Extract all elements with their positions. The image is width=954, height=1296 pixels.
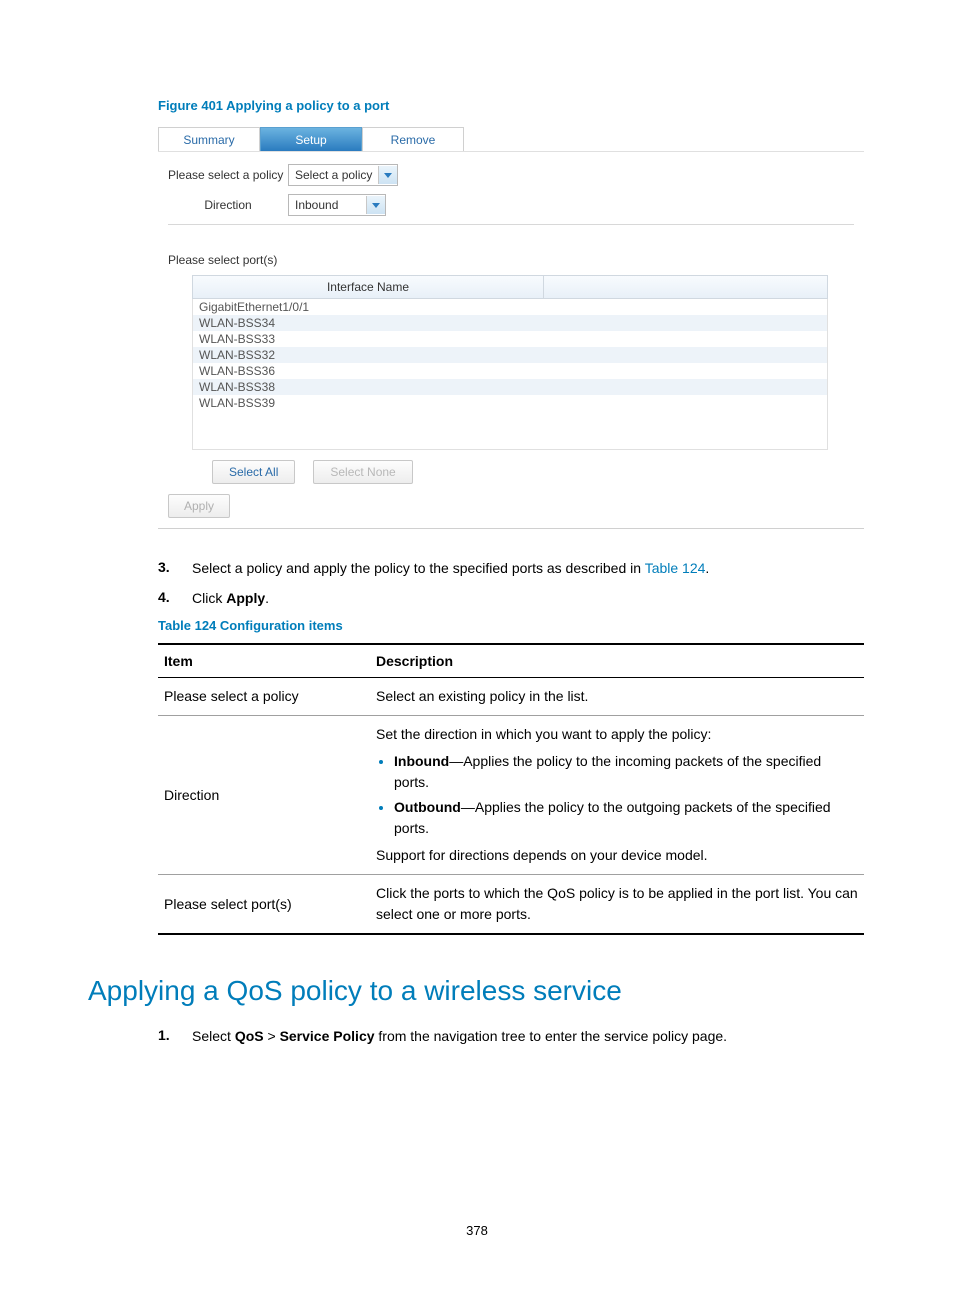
port-row[interactable]: WLAN-BSS32	[193, 347, 827, 363]
direction-select-value: Inbound	[289, 198, 344, 212]
step-text: Select a policy and apply the policy to …	[192, 559, 864, 579]
list-item: Outbound—Applies the policy to the outgo…	[394, 797, 858, 839]
port-row[interactable]: WLAN-BSS36	[193, 363, 827, 379]
cell-desc: Set the direction in which you want to a…	[370, 716, 864, 875]
section-heading: Applying a QoS policy to a wireless serv…	[88, 975, 864, 1007]
port-table-header: Interface Name	[192, 275, 828, 299]
port-row[interactable]: GigabitEthernet1/0/1	[193, 299, 827, 315]
step4-text-a: Click	[192, 590, 226, 606]
th-item: Item	[158, 644, 370, 678]
form-area: Please select a policy Select a policy D…	[158, 152, 864, 241]
inbound-rest: —Applies the policy to the incoming pack…	[394, 753, 821, 790]
tab-row: Summary Setup Remove	[158, 127, 864, 152]
ports-label: Please select port(s)	[168, 253, 864, 267]
list-item: Inbound—Applies the policy to the incomi…	[394, 751, 858, 793]
apply-button[interactable]: Apply	[168, 494, 230, 518]
config-table: Item Description Please select a policy …	[158, 643, 864, 935]
sstep-pre: Select	[192, 1028, 235, 1044]
step-number: 3.	[158, 559, 192, 579]
step-1: 1. Select QoS > Service Policy from the …	[158, 1027, 864, 1047]
policy-select[interactable]: Select a policy	[288, 164, 398, 186]
chevron-down-icon	[366, 196, 385, 214]
cell-item: Direction	[158, 716, 370, 875]
step-3: 3. Select a policy and apply the policy …	[158, 559, 864, 579]
direction-list: Inbound—Applies the policy to the incomi…	[376, 751, 858, 839]
port-table-body: GigabitEthernet1/0/1 WLAN-BSS34 WLAN-BSS…	[192, 299, 828, 450]
table-124-link[interactable]: Table 124	[645, 560, 706, 576]
interface-name-header: Interface Name	[193, 276, 544, 298]
inbound-bold: Inbound	[394, 753, 449, 769]
row2-intro: Set the direction in which you want to a…	[376, 724, 858, 745]
select-all-button[interactable]: Select All	[212, 460, 295, 484]
row2-note: Support for directions depends on your d…	[376, 845, 858, 866]
step-text: Select QoS > Service Policy from the nav…	[192, 1027, 864, 1047]
step-text: Click Apply.	[192, 589, 864, 609]
select-none-button[interactable]: Select None	[313, 460, 412, 484]
step4-text-b: .	[265, 590, 269, 606]
cell-item: Please select port(s)	[158, 875, 370, 935]
port-row[interactable]: WLAN-BSS33	[193, 331, 827, 347]
figure-caption: Figure 401 Applying a policy to a port	[158, 98, 864, 113]
steps: 3. Select a policy and apply the policy …	[158, 559, 864, 608]
port-row[interactable]: WLAN-BSS39	[193, 395, 827, 411]
step3-text-b: .	[705, 560, 709, 576]
outbound-bold: Outbound	[394, 799, 461, 815]
port-row[interactable]: WLAN-BSS34	[193, 315, 827, 331]
direction-select[interactable]: Inbound	[288, 194, 386, 216]
divider	[168, 224, 854, 225]
port-row[interactable]: WLAN-BSS38	[193, 379, 827, 395]
table-row: Please select port(s) Click the ports to…	[158, 875, 864, 935]
tab-summary[interactable]: Summary	[158, 127, 260, 151]
step4-bold: Apply	[226, 590, 265, 606]
tab-remove[interactable]: Remove	[362, 127, 464, 151]
page-number: 378	[0, 1223, 954, 1238]
th-description: Description	[370, 644, 864, 678]
step-4: 4. Click Apply.	[158, 589, 864, 609]
port-table: Interface Name GigabitEthernet1/0/1 WLAN…	[192, 275, 828, 450]
direction-label: Direction	[168, 198, 288, 212]
step-number: 4.	[158, 589, 192, 609]
table-caption: Table 124 Configuration items	[158, 618, 864, 633]
chevron-down-icon	[378, 166, 397, 184]
sstep-b1: QoS	[235, 1028, 264, 1044]
port-buttons: Select All Select None	[212, 460, 864, 484]
cell-item: Please select a policy	[158, 678, 370, 716]
policy-label: Please select a policy	[168, 168, 288, 182]
sstep-b2: Service Policy	[280, 1028, 375, 1044]
policy-select-value: Select a policy	[289, 168, 378, 182]
tab-setup[interactable]: Setup	[260, 127, 362, 151]
table-row: Please select a policy Select an existin…	[158, 678, 864, 716]
section-steps: 1. Select QoS > Service Policy from the …	[158, 1027, 864, 1047]
cell-desc: Select an existing policy in the list.	[370, 678, 864, 716]
step-number: 1.	[158, 1027, 192, 1047]
step3-text-a: Select a policy and apply the policy to …	[192, 560, 645, 576]
screenshot-panel: Summary Setup Remove Please select a pol…	[158, 127, 864, 529]
cell-desc: Click the ports to which the QoS policy …	[370, 875, 864, 935]
sstep-gt: >	[264, 1028, 280, 1044]
table-row: Direction Set the direction in which you…	[158, 716, 864, 875]
sstep-post: from the navigation tree to enter the se…	[375, 1028, 728, 1044]
